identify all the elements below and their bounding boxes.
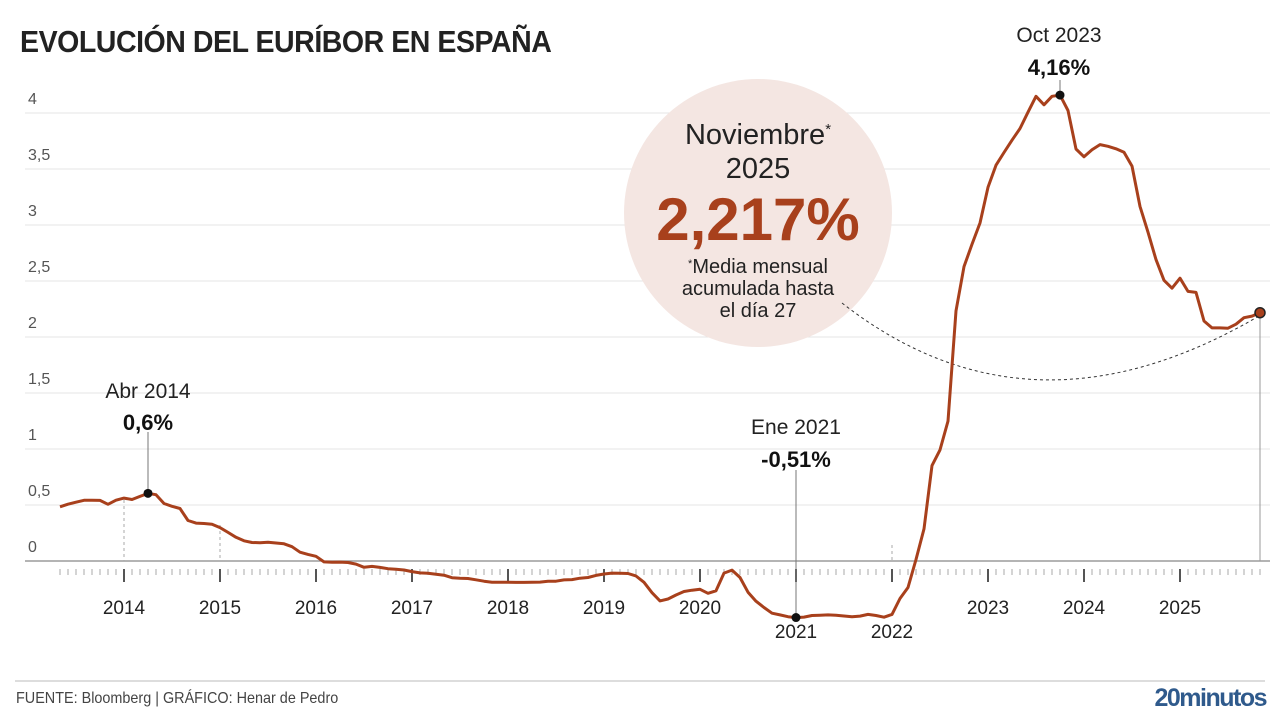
x-tick-label: 2017 (391, 598, 433, 619)
y-tick-label: 3,5 (28, 147, 50, 164)
annotation-marker (1055, 90, 1065, 100)
annotation-label: Oct 2023 (1016, 24, 1101, 47)
highlight-month: Noviembre (685, 119, 825, 151)
x-tick-label: 2014 (103, 598, 146, 619)
chart-title: EVOLUCIÓN DEL EURÍBOR EN ESPAÑA (20, 24, 552, 59)
y-tick-label: 0 (28, 539, 37, 556)
x-tick-label: 2015 (199, 598, 241, 619)
source-credit: FUENTE: Bloomberg | GRÁFICO: Henar de Pe… (16, 690, 339, 707)
x-tick-label: 2021 (775, 622, 817, 643)
highlight-year: 2025 (726, 153, 791, 185)
y-tick-label: 1 (28, 427, 37, 444)
x-tick-label: 2020 (679, 598, 721, 619)
y-tick-label: 4 (28, 91, 37, 108)
x-tick-label: 2023 (967, 598, 1009, 619)
footer-divider (15, 680, 1265, 682)
y-tick-label: 2,5 (28, 259, 50, 276)
annotation-label: Abr 2014 (105, 380, 191, 403)
annotation-marker (791, 613, 801, 623)
svg-text:Noviembre*: Noviembre* (685, 119, 831, 151)
note-line-2: acumulada hasta (682, 278, 835, 300)
brand-logo[interactable]: 20minutos (1154, 684, 1267, 712)
x-tick-label: 2024 (1063, 598, 1106, 619)
annotation-label: Ene 2021 (751, 416, 841, 439)
svg-text:*Media mensual: *Media mensual (688, 256, 828, 278)
y-tick-label: 2 (28, 315, 37, 332)
note-line-1: Media mensual (692, 256, 828, 278)
highlight-asterisk: * (825, 121, 831, 138)
y-tick-label: 1,5 (28, 371, 50, 388)
annotation-marker (143, 488, 153, 498)
x-tick-label: 2016 (295, 598, 337, 619)
highlight-bubble (624, 79, 892, 347)
y-tick-label: 3 (28, 203, 37, 220)
x-tick-label: 2025 (1159, 598, 1201, 619)
last-point-marker (1254, 306, 1266, 319)
x-tick-label: 2019 (583, 598, 625, 619)
annotation-value: -0,51% (761, 447, 831, 472)
highlight-connector (841, 302, 1260, 381)
highlight-value: 2,217% (656, 186, 860, 253)
note-asterisk: * (688, 258, 693, 270)
x-tick-label: 2018 (487, 598, 529, 619)
annotation-value: 0,6% (123, 410, 173, 435)
y-tick-label: 0,5 (28, 483, 50, 500)
note-line-3: el día 27 (720, 300, 797, 322)
x-tick-label: 2022 (871, 622, 913, 643)
annotation-value: 4,16% (1028, 55, 1090, 80)
